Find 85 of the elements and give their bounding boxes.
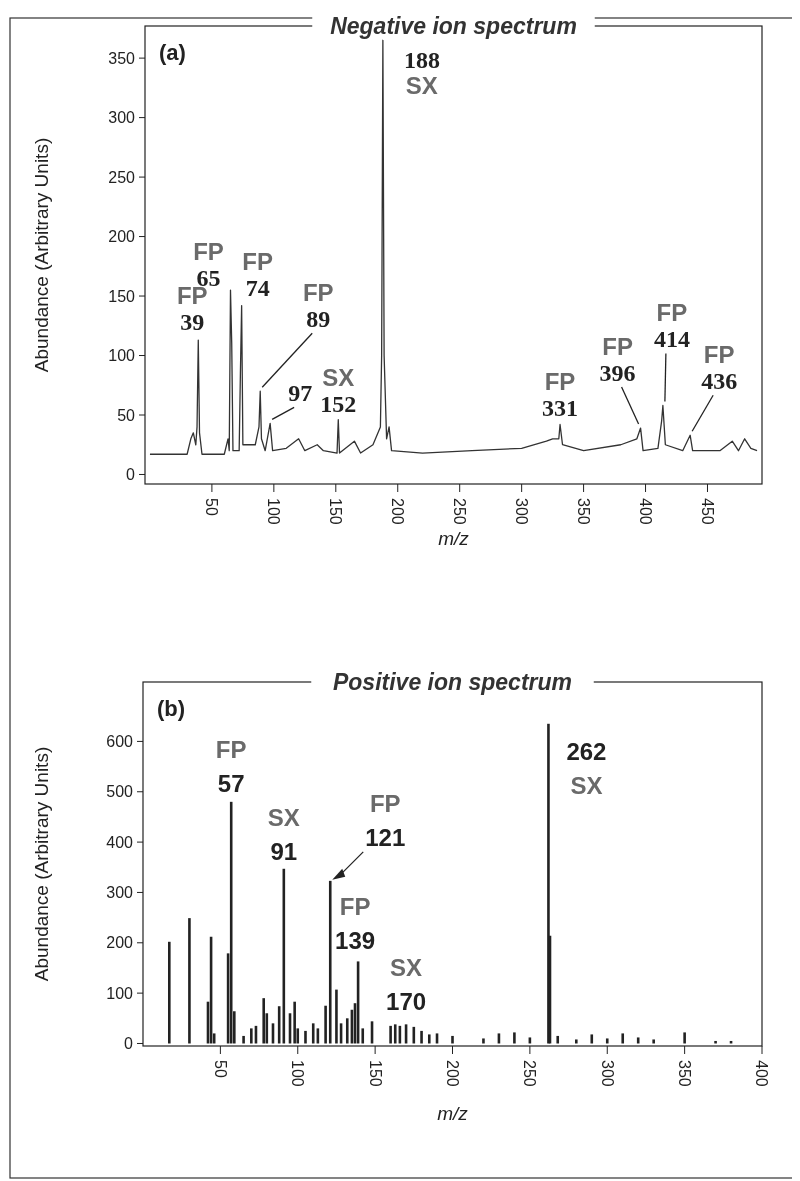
bar — [683, 1032, 686, 1044]
bar — [427, 1034, 431, 1044]
y-tick-label: 100 — [106, 984, 134, 1002]
y-tick-label: 300 — [108, 109, 136, 127]
bar — [328, 880, 332, 1044]
annotation: (b) — [157, 696, 186, 721]
x-tick-label: 200 — [443, 1060, 461, 1087]
annotation: SX 91 — [267, 803, 300, 865]
x-tick-label: 350 — [574, 498, 592, 525]
bar — [636, 1037, 640, 1044]
annotation: FP 57 — [215, 735, 247, 797]
x-tick-label: 200 — [389, 498, 407, 525]
x-tick-label: 100 — [289, 1060, 307, 1087]
x-tick-label: 150 — [366, 1060, 384, 1087]
annotation: 188 SX — [403, 47, 440, 100]
bar — [621, 1033, 625, 1044]
annotation: SX 152 — [320, 363, 357, 417]
y-tick-label: 600 — [106, 733, 134, 751]
annotation: 97 — [288, 380, 313, 407]
bar — [188, 918, 191, 1044]
x-tick-label: 300 — [513, 498, 531, 525]
bar — [652, 1039, 655, 1044]
bar — [590, 1034, 594, 1044]
annotation: 262 SX — [566, 737, 607, 799]
y-tick-label: 200 — [108, 228, 136, 246]
bar — [361, 1028, 365, 1044]
bar — [324, 1005, 327, 1044]
line-series — [149, 39, 758, 455]
y-tick-label: 350 — [108, 49, 136, 67]
annotation: FP 396 — [599, 333, 636, 387]
y-tick-label: 500 — [106, 783, 134, 801]
x-tick-label: 300 — [598, 1060, 616, 1087]
y-tick-label: 300 — [106, 884, 134, 902]
annotation: FP 89 — [302, 279, 334, 333]
bar — [605, 1038, 609, 1044]
annotation: (a) — [159, 40, 186, 65]
y-tick-label: 400 — [106, 833, 134, 851]
bar — [393, 1024, 397, 1044]
bar — [335, 989, 338, 1044]
annotation: FP 74 — [242, 247, 273, 301]
x-tick-label: 450 — [698, 498, 716, 525]
bar — [389, 1025, 392, 1044]
bar — [262, 998, 266, 1044]
bar — [420, 1030, 423, 1044]
bar — [242, 1035, 245, 1044]
annotation: FP 139 — [335, 893, 376, 955]
bar — [556, 1035, 560, 1044]
bar — [250, 1028, 253, 1044]
annotation: FP 331 — [542, 367, 579, 421]
x-tick-label: 250 — [521, 1060, 539, 1087]
y-tick-label: 50 — [117, 406, 136, 424]
bar — [168, 941, 171, 1044]
bar — [345, 1018, 349, 1044]
bar — [575, 1039, 578, 1044]
bar — [311, 1023, 315, 1044]
y-tick-label: 250 — [108, 168, 136, 186]
annotation: FP 121 — [365, 789, 406, 851]
bar — [451, 1035, 454, 1044]
x-axis-title: m/z — [438, 528, 470, 549]
bar — [229, 801, 233, 1044]
y-axis-title: Abundance (Arbitrary Units) — [31, 137, 52, 373]
y-tick-label: 0 — [126, 466, 136, 484]
bar — [482, 1038, 485, 1044]
x-tick-label: 100 — [265, 498, 283, 525]
y-tick-label: 100 — [108, 347, 136, 365]
x-tick-label: 350 — [676, 1060, 694, 1087]
x-tick-label: 400 — [636, 498, 654, 525]
annotation: FP 414 — [653, 299, 690, 353]
x-axis-title: m/z — [437, 1103, 469, 1124]
x-tick-label: 250 — [451, 498, 469, 525]
bar — [304, 1030, 307, 1044]
y-axis-title: Abundance (Arbitrary Units) — [31, 746, 52, 982]
bar — [513, 1032, 516, 1044]
chart-title: Positive ion spectrum — [332, 669, 573, 695]
x-tick-label: 50 — [203, 498, 221, 516]
y-tick-label: 0 — [124, 1035, 134, 1053]
chart-title: Negative ion spectrum — [330, 13, 577, 39]
annotation: SX 170 — [386, 954, 427, 1016]
x-tick-label: 400 — [753, 1060, 771, 1087]
x-tick-label: 50 — [211, 1060, 229, 1078]
y-tick-label: 200 — [106, 934, 134, 952]
bar — [293, 1001, 296, 1044]
x-tick-label: 150 — [327, 498, 345, 525]
annotation: FP 436 — [701, 341, 738, 395]
y-tick-label: 150 — [108, 287, 136, 305]
